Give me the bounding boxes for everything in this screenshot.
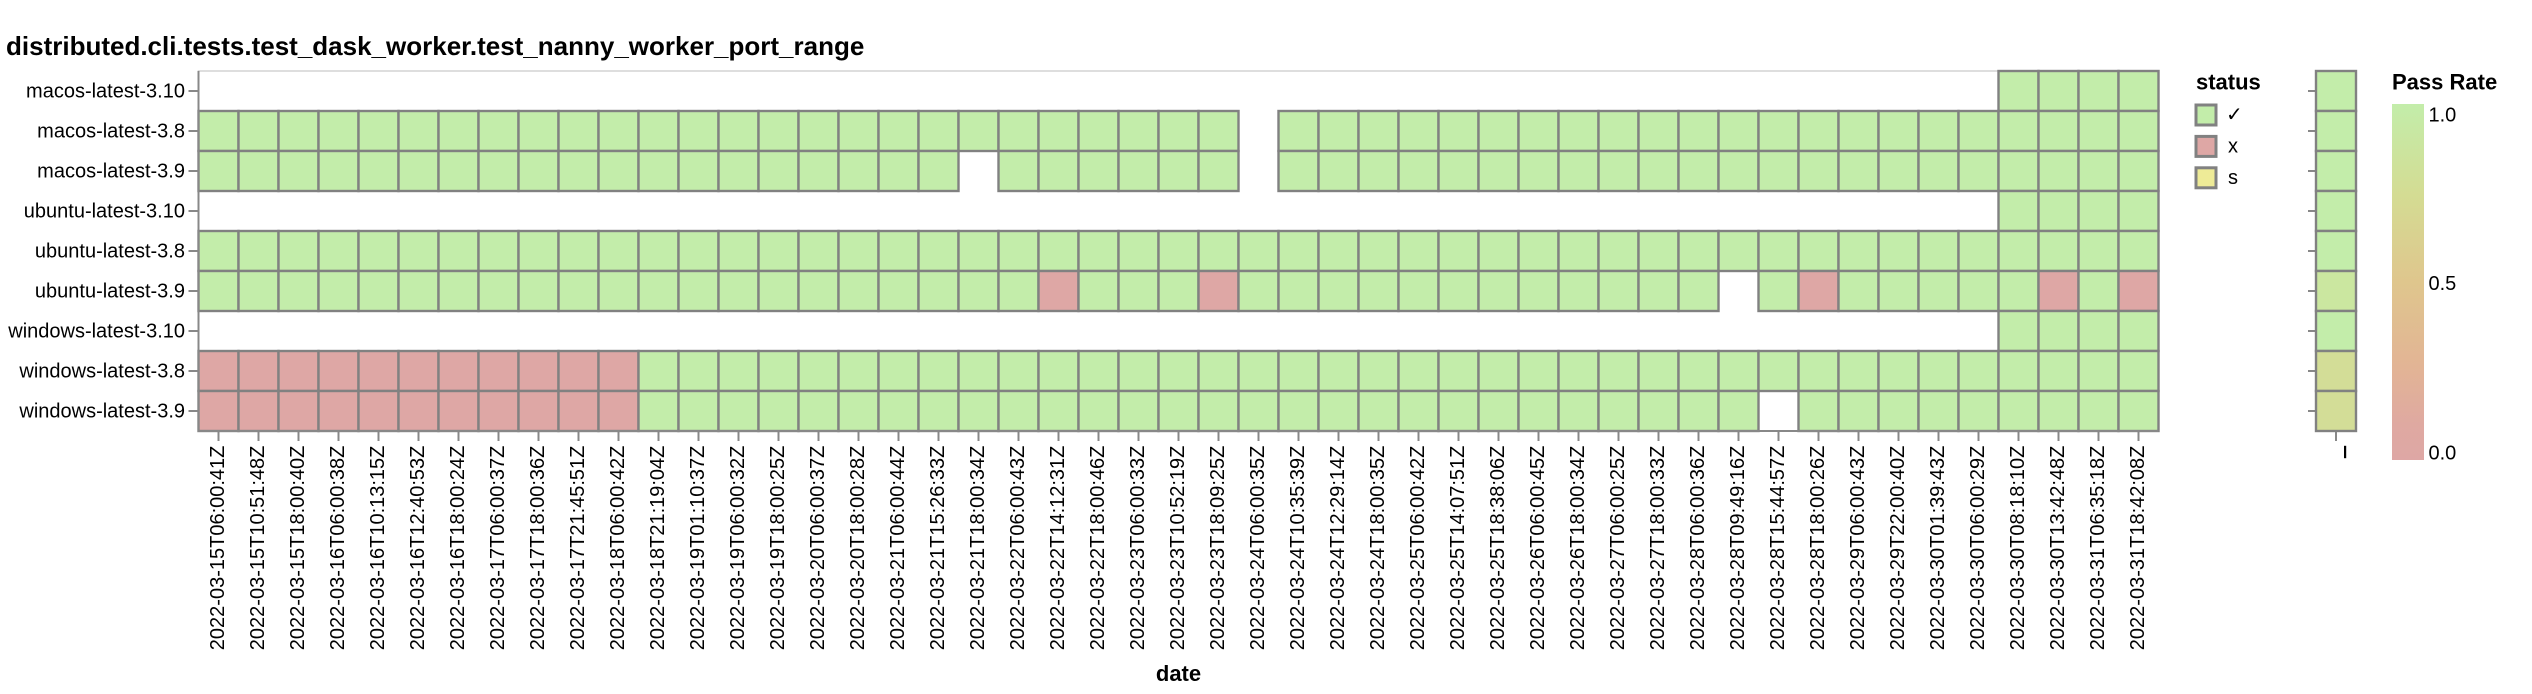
svg-text:2022-03-28T09:49:16Z: 2022-03-28T09:49:16Z: [1727, 446, 1749, 651]
svg-text:2022-03-30T08:18:10Z: 2022-03-30T08:18:10Z: [2007, 446, 2029, 651]
svg-text:2022-03-15T06:00:41Z: 2022-03-15T06:00:41Z: [207, 446, 229, 651]
svg-text:macos-latest-3.10: macos-latest-3.10: [26, 81, 185, 103]
svg-text:x: x: [2228, 136, 2238, 158]
svg-text:1.0: 1.0: [2429, 104, 2457, 126]
svg-text:2022-03-19T01:10:37Z: 2022-03-19T01:10:37Z: [687, 446, 709, 651]
svg-text:2022-03-20T18:00:28Z: 2022-03-20T18:00:28Z: [847, 446, 869, 651]
svg-text:macos-latest-3.8: macos-latest-3.8: [37, 121, 185, 143]
svg-text:date: date: [1156, 661, 1201, 686]
svg-text:2022-03-21T06:00:44Z: 2022-03-21T06:00:44Z: [887, 446, 909, 651]
svg-text:2022-03-28T15:44:57Z: 2022-03-28T15:44:57Z: [1767, 446, 1789, 651]
svg-text:2022-03-26T06:00:45Z: 2022-03-26T06:00:45Z: [1527, 446, 1549, 651]
svg-text:windows-latest-3.10: windows-latest-3.10: [7, 321, 185, 343]
svg-text:Pass Rate: Pass Rate: [2392, 70, 2497, 95]
svg-text:ubuntu-latest-3.10: ubuntu-latest-3.10: [24, 201, 185, 223]
svg-text:2022-03-19T18:00:25Z: 2022-03-19T18:00:25Z: [767, 446, 789, 651]
svg-text:2022-03-17T21:45:51Z: 2022-03-17T21:45:51Z: [567, 446, 589, 651]
svg-text:distributed.cli.tests.test_das: distributed.cli.tests.test_dask_worker.t…: [6, 31, 864, 61]
svg-text:2022-03-30T06:00:29Z: 2022-03-30T06:00:29Z: [1967, 446, 1989, 651]
svg-text:2022-03-16T10:13:15Z: 2022-03-16T10:13:15Z: [367, 446, 389, 651]
svg-text:windows-latest-3.9: windows-latest-3.9: [18, 401, 185, 423]
svg-text:2022-03-17T06:00:37Z: 2022-03-17T06:00:37Z: [487, 446, 509, 651]
svg-text:✓: ✓: [2226, 104, 2243, 126]
svg-text:2022-03-16T06:00:38Z: 2022-03-16T06:00:38Z: [327, 446, 349, 651]
svg-text:2022-03-22T18:00:46Z: 2022-03-22T18:00:46Z: [1087, 446, 1109, 651]
svg-text:ubuntu-latest-3.9: ubuntu-latest-3.9: [35, 281, 185, 303]
svg-text:2022-03-17T18:00:36Z: 2022-03-17T18:00:36Z: [527, 446, 549, 651]
svg-text:2022-03-31T18:42:08Z: 2022-03-31T18:42:08Z: [2127, 446, 2149, 651]
svg-text:status: status: [2196, 70, 2261, 95]
svg-text:2022-03-29T22:00:40Z: 2022-03-29T22:00:40Z: [1887, 446, 1909, 651]
svg-text:0.5: 0.5: [2429, 273, 2457, 295]
svg-text:2022-03-23T06:00:33Z: 2022-03-23T06:00:33Z: [1127, 446, 1149, 651]
svg-text:2022-03-30T01:39:43Z: 2022-03-30T01:39:43Z: [1927, 446, 1949, 651]
svg-text:2022-03-21T18:00:34Z: 2022-03-21T18:00:34Z: [967, 446, 989, 651]
svg-text:0.0: 0.0: [2429, 442, 2457, 464]
svg-text:2022-03-22T14:12:31Z: 2022-03-22T14:12:31Z: [1047, 446, 1069, 651]
svg-text:2022-03-24T18:00:35Z: 2022-03-24T18:00:35Z: [1367, 446, 1389, 651]
svg-text:2022-03-25T18:38:06Z: 2022-03-25T18:38:06Z: [1487, 446, 1509, 651]
svg-text:2022-03-16T18:00:24Z: 2022-03-16T18:00:24Z: [447, 446, 469, 651]
svg-text:s: s: [2228, 167, 2238, 189]
svg-text:2022-03-31T06:35:18Z: 2022-03-31T06:35:18Z: [2087, 446, 2109, 651]
svg-text:2022-03-26T18:00:34Z: 2022-03-26T18:00:34Z: [1567, 446, 1589, 651]
svg-text:2022-03-23T18:09:25Z: 2022-03-23T18:09:25Z: [1207, 446, 1229, 651]
svg-text:2022-03-18T21:19:04Z: 2022-03-18T21:19:04Z: [647, 446, 669, 651]
svg-text:2022-03-19T06:00:32Z: 2022-03-19T06:00:32Z: [727, 446, 749, 651]
svg-text:2022-03-28T18:00:26Z: 2022-03-28T18:00:26Z: [1807, 446, 1829, 651]
svg-text:2022-03-22T06:00:43Z: 2022-03-22T06:00:43Z: [1007, 446, 1029, 651]
svg-text:2022-03-25T14:07:51Z: 2022-03-25T14:07:51Z: [1447, 446, 1469, 651]
svg-text:macos-latest-3.9: macos-latest-3.9: [37, 161, 185, 183]
svg-text:2022-03-24T10:35:39Z: 2022-03-24T10:35:39Z: [1287, 446, 1309, 651]
svg-text:2022-03-16T12:40:53Z: 2022-03-16T12:40:53Z: [407, 446, 429, 651]
svg-text:2022-03-25T06:00:42Z: 2022-03-25T06:00:42Z: [1407, 446, 1429, 651]
svg-text:2022-03-27T18:00:33Z: 2022-03-27T18:00:33Z: [1647, 446, 1669, 651]
svg-text:2022-03-18T06:00:42Z: 2022-03-18T06:00:42Z: [607, 446, 629, 651]
svg-text:2022-03-28T06:00:36Z: 2022-03-28T06:00:36Z: [1687, 446, 1709, 651]
svg-text:2022-03-30T13:42:48Z: 2022-03-30T13:42:48Z: [2047, 446, 2069, 651]
svg-text:2022-03-27T06:00:25Z: 2022-03-27T06:00:25Z: [1607, 446, 1629, 651]
svg-text:2022-03-23T10:52:19Z: 2022-03-23T10:52:19Z: [1167, 446, 1189, 651]
svg-text:ubuntu-latest-3.8: ubuntu-latest-3.8: [35, 241, 185, 263]
svg-text:2022-03-29T06:00:43Z: 2022-03-29T06:00:43Z: [1847, 446, 1869, 651]
svg-text:2022-03-15T10:51:48Z: 2022-03-15T10:51:48Z: [247, 446, 269, 651]
svg-text:2022-03-21T15:26:33Z: 2022-03-21T15:26:33Z: [927, 446, 949, 651]
svg-text:2022-03-24T06:00:35Z: 2022-03-24T06:00:35Z: [1247, 446, 1269, 651]
svg-text:2022-03-24T12:29:14Z: 2022-03-24T12:29:14Z: [1327, 446, 1349, 651]
svg-text:2022-03-15T18:00:40Z: 2022-03-15T18:00:40Z: [287, 446, 309, 651]
svg-text:windows-latest-3.8: windows-latest-3.8: [18, 361, 185, 383]
svg-text:2022-03-20T06:00:37Z: 2022-03-20T06:00:37Z: [807, 446, 829, 651]
